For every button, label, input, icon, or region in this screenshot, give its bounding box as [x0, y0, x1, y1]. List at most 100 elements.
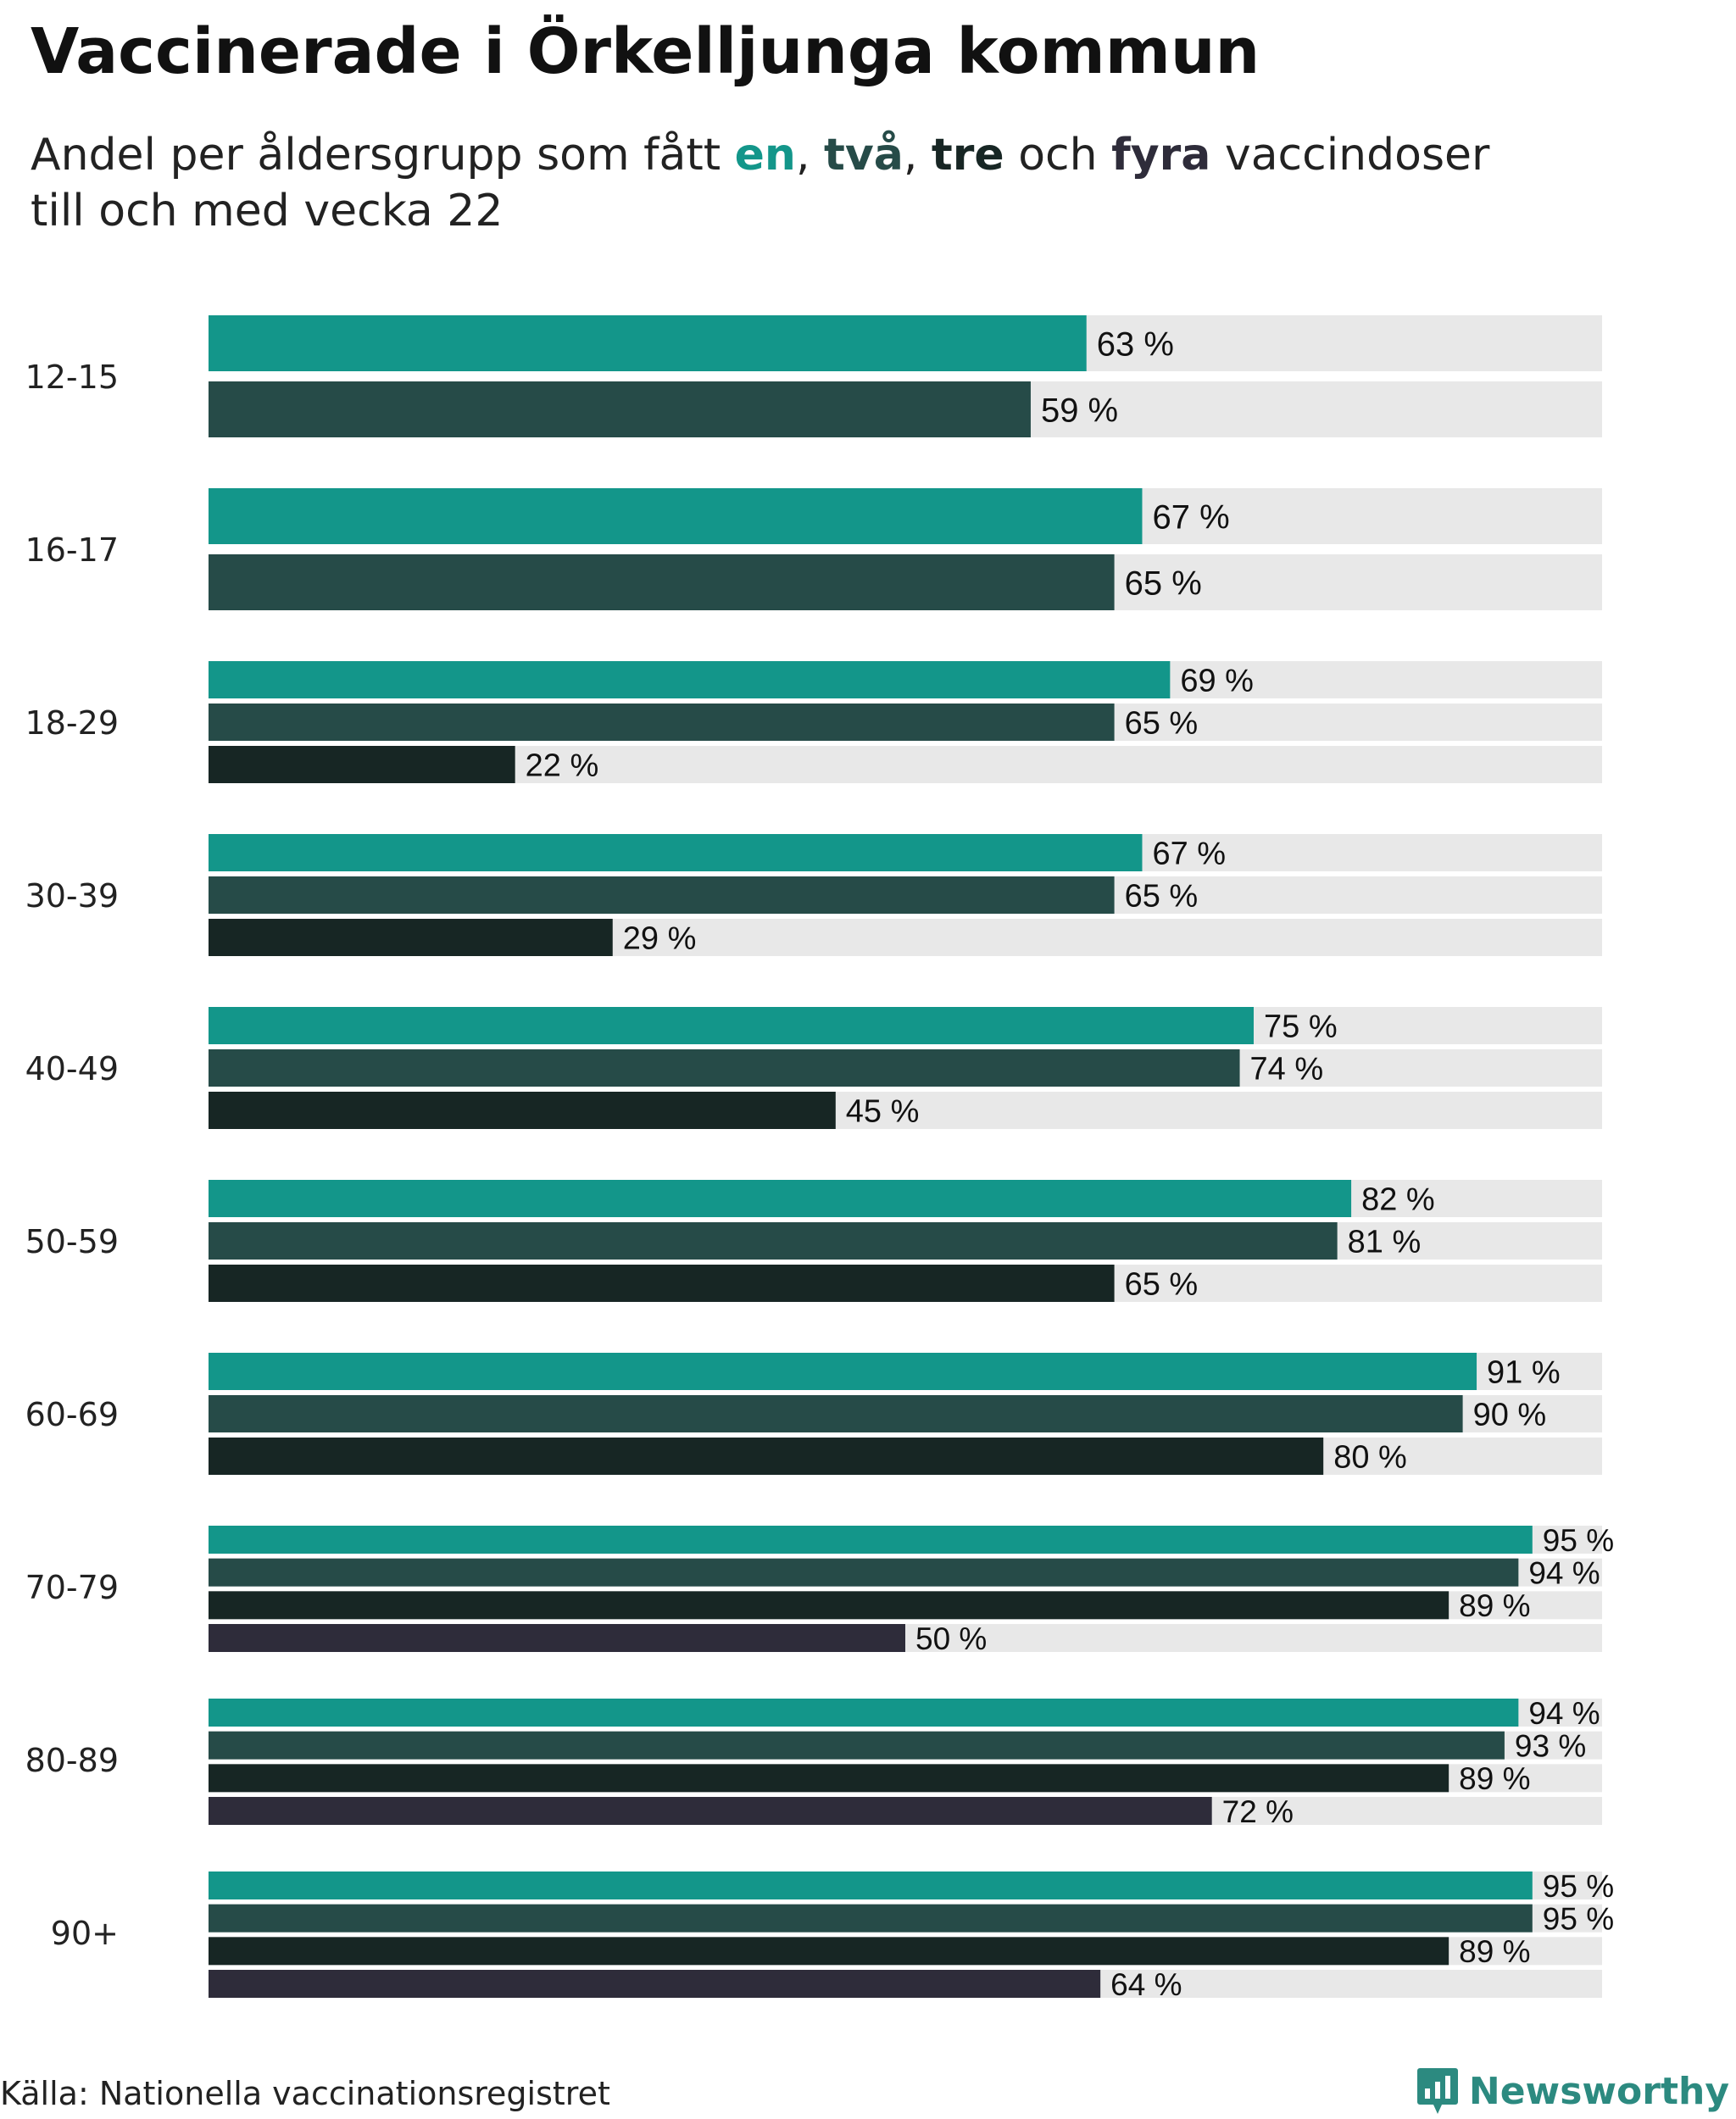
- data-label: 94 %: [1528, 1555, 1600, 1590]
- bar-chart: 12-15 63 % 59 % 16-17 67 % 65 % 18-29 69 % 65 % 2…: [25, 315, 1615, 2002]
- age-group-80-89: 80-89 94 %93 %89 % 72 %: [25, 1696, 1602, 1829]
- data-label: 95 %: [1543, 1523, 1614, 1558]
- subtitle-keyword-tre: tre: [931, 130, 1004, 181]
- data-label: 63 %: [1097, 325, 1174, 363]
- category-label: 70-79: [25, 1569, 119, 1606]
- age-group-50-59: 50-59 82 % 81 % 65 %: [25, 1180, 1602, 1303]
- bar-tre: [209, 1092, 836, 1129]
- bar-tva: [209, 381, 1031, 437]
- brand-logo: Newsworthy: [1416, 2066, 1729, 2116]
- age-group-60-69: 60-69 91 % 90 % 80 %: [25, 1353, 1602, 1476]
- category-label: 60-69: [25, 1396, 119, 1433]
- category-label: 18-29: [25, 704, 119, 742]
- bar-en: [209, 488, 1143, 544]
- data-label: 22 %: [526, 748, 599, 784]
- data-label: 65 %: [1125, 879, 1199, 915]
- bar-tre: [209, 1438, 1324, 1475]
- subtitle-separator: ,: [795, 130, 825, 181]
- subtitle-keyword-fyra: fyra: [1111, 130, 1211, 181]
- data-label: 67 %: [1152, 498, 1229, 536]
- data-label: 89 %: [1459, 1934, 1530, 1969]
- bar-en: [209, 1180, 1352, 1217]
- data-label: 59 %: [1041, 392, 1118, 429]
- subtitle-separator: ,: [903, 130, 932, 181]
- age-group-30-39: 30-39 67 % 65 % 29 %: [25, 834, 1602, 957]
- data-label: 94 %: [1528, 1696, 1600, 1731]
- data-label: 95 %: [1543, 1869, 1614, 1904]
- data-label: 50 %: [915, 1621, 987, 1656]
- data-label: 80 %: [1333, 1440, 1407, 1476]
- data-label: 65 %: [1125, 706, 1199, 742]
- bar-tva: [209, 1904, 1533, 1933]
- data-label: 65 %: [1125, 1267, 1199, 1303]
- data-label: 64 %: [1110, 1967, 1182, 2002]
- brand-name: Newsworthy: [1468, 2069, 1729, 2113]
- age-group-18-29: 18-29 69 % 65 % 22 %: [25, 661, 1602, 784]
- newsworthy-logo-icon: [1416, 2068, 1458, 2114]
- age-group-90+: 90+ 95 %95 % 89 % 64 %: [51, 1869, 1614, 2002]
- age-group-12-15: 12-15 63 % 59 %: [25, 315, 1602, 437]
- subtitle-keyword-en: en: [734, 130, 796, 181]
- data-label: 72 %: [1222, 1794, 1294, 1829]
- category-label: 90+: [51, 1915, 119, 1952]
- bar-en: [209, 834, 1143, 871]
- data-label: 65 %: [1125, 565, 1202, 602]
- bar-fyra: [209, 1970, 1101, 1999]
- subtitle-line-1: Andel per åldersgrupp som fått en, två, …: [31, 127, 1641, 183]
- bar-tre: [209, 919, 613, 956]
- category-label: 12-15: [25, 359, 119, 396]
- subtitle-text: och: [1004, 130, 1112, 181]
- data-label: 93 %: [1515, 1728, 1586, 1763]
- data-label: 82 %: [1361, 1182, 1435, 1218]
- subtitle-text: Andel per åldersgrupp som fått: [31, 130, 735, 181]
- data-label: 89 %: [1459, 1761, 1530, 1796]
- data-label: 29 %: [623, 921, 697, 957]
- bar-en: [209, 1699, 1519, 1727]
- data-label: 89 %: [1459, 1588, 1530, 1623]
- bar-tre: [209, 1591, 1449, 1620]
- data-label: 90 %: [1473, 1398, 1547, 1433]
- bar-tva: [209, 704, 1115, 741]
- data-label: 74 %: [1250, 1052, 1324, 1087]
- subtitle-keyword-tva: två: [824, 130, 904, 181]
- bar-fyra: [209, 1624, 905, 1653]
- bar-en: [209, 1872, 1533, 1899]
- bar-en: [209, 1353, 1477, 1390]
- bar-tva: [209, 554, 1115, 610]
- category-label: 40-49: [25, 1050, 119, 1087]
- chart-subtitle: Andel per åldersgrupp som fått en, två, …: [31, 127, 1641, 239]
- age-group-70-79: 70-79 95 %94 %89 % 50 %: [25, 1523, 1615, 1656]
- category-label: 50-59: [25, 1223, 119, 1260]
- data-label: 67 %: [1152, 837, 1226, 872]
- data-label: 91 %: [1487, 1355, 1561, 1391]
- bar-tre: [209, 746, 515, 783]
- bar-tva: [209, 1222, 1338, 1260]
- subtitle-line-2: till och med vecka 22: [31, 186, 504, 236]
- data-label: 75 %: [1264, 1009, 1338, 1045]
- bar-fyra: [209, 1797, 1212, 1826]
- data-label: 45 %: [846, 1094, 920, 1130]
- chart-title: Vaccinerade i Örkelljunga kommun: [31, 15, 1260, 88]
- bar-en: [209, 1007, 1254, 1044]
- data-label: 69 %: [1180, 664, 1254, 699]
- bar-en: [209, 315, 1087, 371]
- age-group-40-49: 40-49 75 % 74 % 45 %: [25, 1007, 1602, 1130]
- bar-en: [209, 661, 1171, 698]
- bar-tva: [209, 1049, 1240, 1087]
- bar-tre: [209, 1937, 1449, 1966]
- category-label: 16-17: [25, 531, 119, 569]
- category-label: 30-39: [25, 877, 119, 915]
- bar-tva: [209, 1395, 1463, 1432]
- bar-tre: [209, 1265, 1115, 1302]
- subtitle-text: vaccindoser: [1210, 130, 1490, 181]
- bar-tre: [209, 1764, 1449, 1793]
- bar-tva: [209, 876, 1115, 914]
- data-label: 81 %: [1348, 1225, 1422, 1260]
- age-group-16-17: 16-17 67 % 65 %: [25, 488, 1602, 610]
- bar-tva: [209, 1731, 1505, 1760]
- bar-en: [209, 1526, 1533, 1554]
- source-note: Källa: Nationella vaccinationsregistret: [0, 2075, 610, 2112]
- bar-tva: [209, 1558, 1519, 1587]
- data-label: 95 %: [1543, 1901, 1614, 1936]
- category-label: 80-89: [25, 1742, 119, 1779]
